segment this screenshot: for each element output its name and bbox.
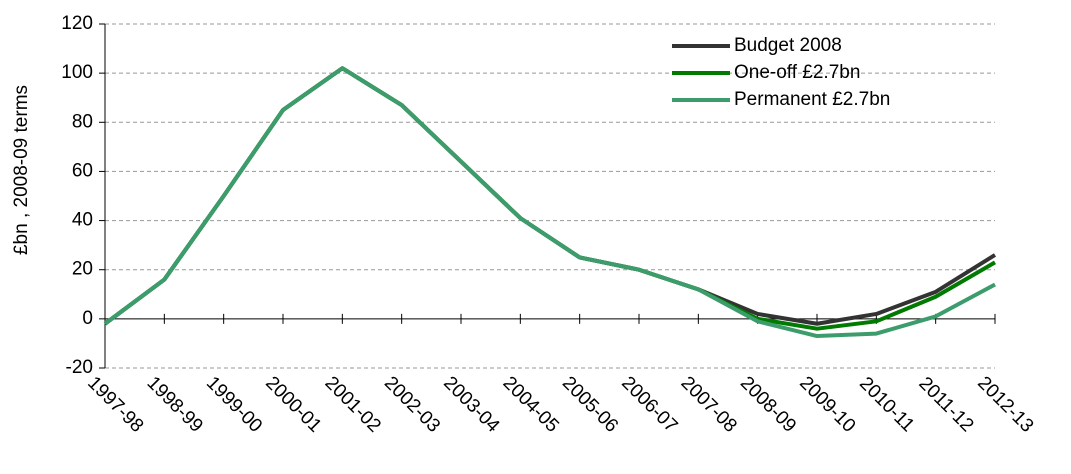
x-tick-label: 2004-05: [499, 373, 563, 437]
y-tick-label: 100: [61, 62, 93, 83]
y-tick-label: 60: [72, 160, 93, 181]
y-tick-label: 120: [61, 13, 93, 34]
x-tick-label: 1999-00: [202, 373, 266, 437]
x-tick-label: 2005-06: [558, 373, 622, 437]
series-line: [103, 66, 996, 339]
x-tick-label: 2001-02: [321, 373, 385, 437]
x-tick-label: 1998-99: [143, 373, 207, 437]
x-tick-label: 1997-98: [83, 373, 147, 437]
x-tick-label: 2003-04: [439, 373, 503, 437]
x-tick-label: 2007-08: [677, 373, 741, 437]
x-tick-label: 2006-07: [617, 373, 681, 437]
y-tick-label: 0: [82, 308, 93, 329]
y-tick-label: -20: [66, 357, 93, 378]
legend-label: Budget 2008: [734, 35, 842, 56]
x-tick-label: 2002-03: [380, 373, 444, 437]
legend-label: Permanent £2.7bn: [734, 89, 890, 110]
legend-label: One-off £2.7bn: [734, 62, 860, 83]
y-tick-label: 20: [72, 259, 93, 280]
x-tick-label: 2010-11: [855, 373, 918, 436]
y-tick-label: 80: [72, 111, 93, 132]
y-tick-label: 40: [72, 210, 93, 231]
y-axis-label: £bn , 2008-09 terms: [11, 85, 32, 255]
x-tick-label: 2009-10: [795, 373, 859, 437]
x-tick-label: 2011-12: [914, 373, 977, 436]
x-tick-label: 2008-09: [736, 373, 800, 437]
x-tick-label: 2000-01: [261, 373, 325, 437]
x-tick-label: 2012-13: [973, 373, 1037, 437]
